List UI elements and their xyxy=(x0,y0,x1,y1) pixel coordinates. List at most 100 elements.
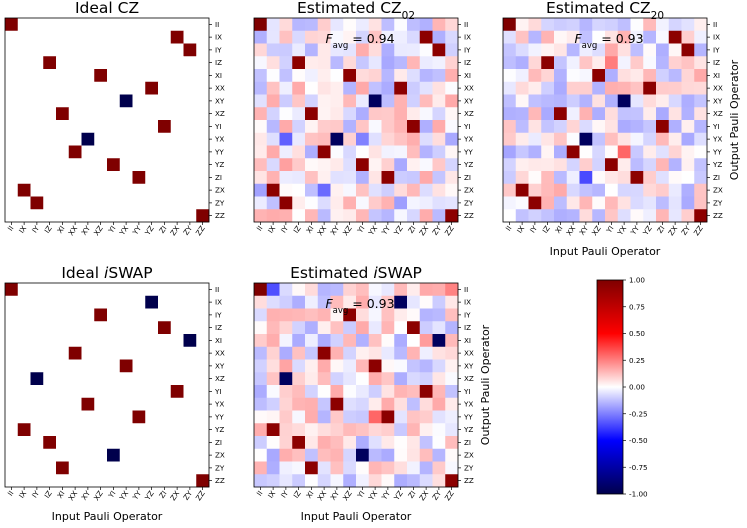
heatmap-cell xyxy=(343,171,357,185)
heatmap-cell xyxy=(292,321,306,335)
x-tick-label: II xyxy=(504,224,514,233)
heatmap-cell xyxy=(56,397,70,411)
y-tick-label: ZY xyxy=(464,463,474,472)
y-tick-label: II xyxy=(464,20,468,29)
heatmap-cell xyxy=(419,321,433,335)
heatmap-cell xyxy=(107,423,121,437)
heatmap-cell xyxy=(30,359,44,373)
heatmap-cell xyxy=(107,69,121,83)
heatmap-cell xyxy=(643,107,657,121)
heatmap-cell xyxy=(356,81,370,95)
heatmap-cell xyxy=(554,132,568,146)
heatmap-cell xyxy=(17,397,31,411)
x-tick-label: XX xyxy=(66,489,79,502)
heatmap-cell xyxy=(407,436,421,450)
y-tick-label: XX xyxy=(464,349,474,358)
x-tick-label: ZX xyxy=(417,489,430,502)
heatmap-cell xyxy=(694,107,708,121)
heatmap-cell xyxy=(17,209,31,223)
heatmap-cell xyxy=(5,158,19,172)
heatmap-cell xyxy=(541,107,555,121)
heatmap-cell xyxy=(668,107,682,121)
heatmap-cell xyxy=(368,423,382,437)
y-tick-label: IX xyxy=(464,298,471,307)
heatmap-cell xyxy=(356,69,370,83)
heatmap-cell xyxy=(81,107,95,121)
x-tick-label: YI xyxy=(355,489,367,500)
heatmap-cell xyxy=(445,158,459,172)
heatmap-cell xyxy=(305,346,319,360)
title-main: Estimated CZ xyxy=(297,0,402,17)
heatmap-cell xyxy=(605,81,619,95)
heatmap-cell xyxy=(56,410,70,424)
heatmap-cell xyxy=(445,183,459,197)
heatmap-cell xyxy=(605,56,619,70)
heatmap-cell xyxy=(317,283,331,297)
heatmap-cell xyxy=(432,372,446,386)
heatmap-cell xyxy=(119,423,133,437)
heatmap-cell xyxy=(643,43,657,57)
heatmap-cell xyxy=(119,397,133,411)
heatmap-cell xyxy=(381,359,395,373)
x-tick-label: YY xyxy=(379,488,392,502)
heatmap-cell xyxy=(528,209,542,223)
heatmap-cell xyxy=(419,385,433,399)
heatmap-cell xyxy=(503,56,517,70)
heatmap-cell xyxy=(528,81,542,95)
heatmap-cell xyxy=(43,56,57,70)
heatmap-cell xyxy=(419,410,433,424)
heatmap-cell xyxy=(694,56,708,70)
heatmap-cell xyxy=(30,43,44,57)
heatmap-cell xyxy=(43,448,57,462)
heatmap-cell xyxy=(305,209,319,223)
heatmap-cell xyxy=(394,94,408,108)
x-tick-label: XY xyxy=(79,488,92,501)
heatmap-cell xyxy=(394,120,408,134)
heatmap-cell xyxy=(119,81,133,95)
heatmap-cell xyxy=(656,196,670,210)
y-tick-label: ZI xyxy=(464,173,471,182)
heatmap-cell xyxy=(292,334,306,348)
y-tick-label: ZZ xyxy=(464,211,474,220)
x-tick-label: IX xyxy=(266,224,277,235)
heatmap-cell xyxy=(145,474,159,488)
heatmap-cell xyxy=(183,436,197,450)
x-tick-label: ZZ xyxy=(692,224,705,237)
heatmap-cell xyxy=(43,30,57,44)
heatmap-cell xyxy=(566,158,580,172)
heatmap-cell xyxy=(356,56,370,70)
x-tick-label: ZZ xyxy=(194,489,207,502)
heatmap-cell xyxy=(305,145,319,159)
heatmap-cell xyxy=(445,56,459,70)
heatmap-cell xyxy=(196,397,210,411)
heatmap-cell xyxy=(132,158,146,172)
x-tick-label: IY xyxy=(279,223,290,234)
heatmap-cell xyxy=(368,145,382,159)
heatmap-cell xyxy=(407,346,421,360)
heatmap-cell xyxy=(343,43,357,57)
x-tick-label: II xyxy=(6,224,16,233)
heatmap-cell xyxy=(292,397,306,411)
favg-annotation: Favg = 0.93 xyxy=(325,296,394,316)
x-tick-label: ZI xyxy=(157,489,168,500)
heatmap-cell xyxy=(94,436,108,450)
heatmap-cell xyxy=(43,423,57,437)
heatmap-cell xyxy=(145,385,159,399)
heatmap-cell xyxy=(5,461,19,475)
heatmap-cell xyxy=(196,346,210,360)
heatmap-cell xyxy=(394,461,408,475)
heatmap-cell xyxy=(17,334,31,348)
heatmap-cell xyxy=(30,448,44,462)
heatmap-cell xyxy=(445,321,459,335)
heatmap-cell xyxy=(432,56,446,70)
y-tick-label: XI xyxy=(215,336,222,345)
heatmap-cell xyxy=(356,372,370,386)
heatmap-cell xyxy=(668,94,682,108)
heatmap-cell xyxy=(445,461,459,475)
heatmap-cell xyxy=(292,171,306,185)
heatmap-cell xyxy=(132,321,146,335)
heatmap-cell xyxy=(183,474,197,488)
heatmap-cell xyxy=(381,171,395,185)
heatmap-cell xyxy=(183,295,197,309)
heatmap-cell xyxy=(196,209,210,223)
